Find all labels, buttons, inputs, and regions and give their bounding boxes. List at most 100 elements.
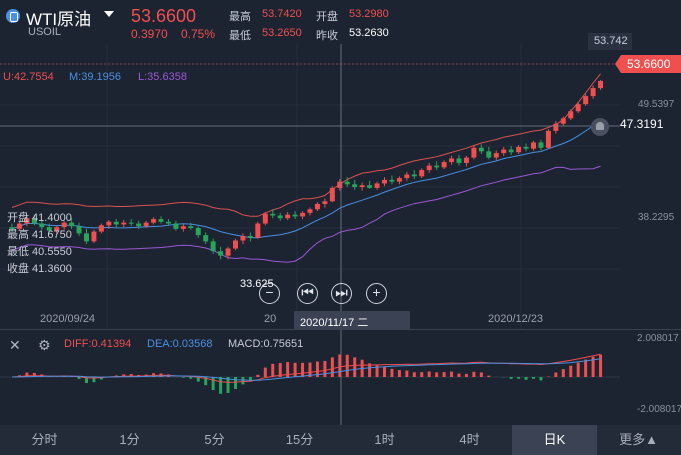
ohlc-close: 收盘 41.3600 [7, 263, 72, 275]
candle-body [151, 219, 157, 223]
gear-icon[interactable]: ⚙ [38, 337, 51, 353]
candle-body [404, 174, 410, 179]
candle-body [426, 165, 432, 171]
chevron-down-icon[interactable] [104, 11, 114, 17]
scroll-right-button[interactable]: ⏭ [331, 283, 352, 304]
candle-body [389, 179, 395, 182]
low-label: 最低 [229, 30, 251, 42]
price-change: 0.3970 [131, 27, 168, 41]
candle-body [195, 228, 201, 236]
candle-body [344, 181, 350, 185]
period-selector: 分时 1分 5分 15分 1时 4时 日K 更多▲ [0, 425, 681, 455]
candle-body [203, 235, 209, 242]
candle-body [300, 212, 306, 217]
candle-body [538, 142, 544, 148]
candle-body [367, 185, 373, 188]
candle-body [210, 241, 216, 252]
candle-body [165, 221, 171, 224]
candle-body [9, 227, 15, 229]
candle-body [374, 183, 380, 188]
candle-body [382, 179, 387, 184]
candle-body [270, 213, 276, 216]
candle-body [106, 221, 112, 226]
candle-body [471, 147, 477, 158]
period-tab[interactable]: 5分 [204, 432, 225, 447]
scroll-left-button[interactable]: ⏮ [297, 283, 318, 304]
macd-diff-label: DIFF:0.41394 [64, 338, 132, 350]
period-tab-active[interactable]: 日K [512, 425, 597, 455]
prev-close-label: 昨收 [316, 30, 338, 42]
more-periods-button[interactable]: 更多▲ [619, 432, 658, 447]
candlestick-chart[interactable] [0, 44, 681, 329]
zoom-in-button[interactable]: + [366, 283, 387, 304]
candle-body [188, 226, 194, 228]
ohlc-low: 最低 40.5550 [7, 246, 72, 258]
candle-body [31, 218, 37, 224]
bell-icon[interactable] [591, 118, 609, 136]
high-label: 最高 [229, 11, 251, 23]
candle-body [54, 227, 60, 231]
candle-body [180, 226, 186, 229]
period-tab[interactable]: 分时 [31, 432, 58, 447]
candle-body [516, 146, 522, 153]
candle-body [218, 251, 224, 256]
candle-body [508, 149, 514, 153]
candle-body [173, 223, 179, 229]
open-value: 53.2980 [349, 8, 389, 20]
candle-body [545, 130, 551, 148]
candle-body [419, 170, 425, 177]
date-axis-label: 2020/12/23 [488, 313, 544, 325]
candle-body [434, 165, 440, 168]
candle-body [359, 185, 365, 187]
candle-body [501, 149, 507, 154]
crosshair-date: 2020/11/17 二 [294, 311, 410, 330]
period-tab[interactable]: 1分 [119, 432, 140, 447]
candle-body [69, 222, 75, 227]
candle-body [531, 142, 536, 149]
candle-body [292, 214, 298, 217]
candle-body [24, 218, 30, 224]
bollinger-middle-line [11, 119, 601, 239]
bollinger-upper-line [11, 73, 601, 217]
candle-body [449, 158, 455, 163]
candle-body [307, 209, 313, 213]
candle-body [493, 153, 499, 158]
macd-axis-tick: -2.008017 [637, 404, 681, 415]
candle-body [277, 215, 283, 219]
candle-body [560, 118, 566, 124]
period-tab[interactable]: 1时 [374, 432, 395, 447]
high-value: 53.7420 [262, 8, 302, 20]
price-change-percent: 0.75% [181, 27, 216, 41]
low-value: 53.2650 [262, 27, 302, 39]
bollinger-upper-label: U:42.7554 [3, 71, 54, 83]
candle-body [456, 158, 462, 163]
candle-body [39, 223, 45, 228]
prev-close-value: 53.2630 [349, 27, 389, 39]
candle-body [523, 146, 529, 149]
current-price-tag: 53.6600 [615, 55, 681, 73]
candle-body [590, 88, 596, 97]
candle-body [583, 96, 589, 105]
period-tab[interactable]: 4时 [459, 432, 480, 447]
candle-body [478, 147, 484, 152]
candle-body [91, 231, 97, 242]
candle-body [255, 223, 261, 238]
ohlc-high: 最高 41.6750 [7, 229, 72, 241]
price-axis-tick: 38.2295 [638, 212, 675, 223]
candle-body [225, 248, 231, 256]
open-label: 开盘 [316, 11, 338, 23]
ohlc-open: 开盘 41.4000 [7, 212, 72, 224]
zoom-out-button[interactable]: − [259, 283, 280, 304]
macd-value-label: MACD:0.75651 [228, 338, 304, 350]
symbol-name[interactable]: WTI原油 [26, 10, 92, 29]
candle-body [262, 213, 268, 224]
candle-body [411, 174, 417, 177]
close-icon[interactable]: ✕ [9, 337, 21, 353]
macd-chart[interactable] [0, 330, 681, 425]
candle-body [143, 222, 149, 227]
candle-body [337, 181, 343, 188]
macd-axis-tick: 2.008017 [637, 333, 679, 344]
candle-body [463, 157, 469, 163]
period-tab[interactable]: 15分 [285, 432, 314, 447]
panel-divider [0, 329, 681, 330]
